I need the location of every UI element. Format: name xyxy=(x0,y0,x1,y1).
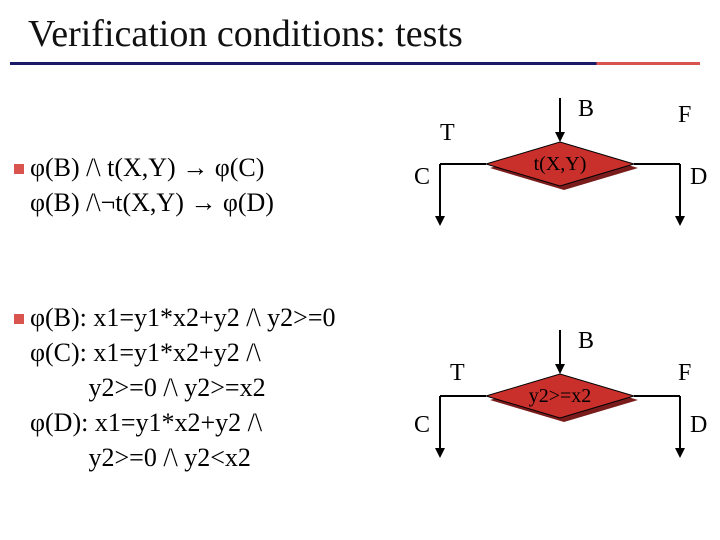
diamond-condition: y2>=x2 xyxy=(529,385,592,407)
bullet-icon xyxy=(14,314,24,324)
label-f: F xyxy=(678,360,691,387)
label-d: D xyxy=(690,164,707,191)
logic-defs-block: φ(B): x1=y1*x2+y2 /\ y2>=0 φ(C): x1=y1*x… xyxy=(30,300,336,475)
def-line-1: φ(B): x1=y1*x2+y2 /\ y2>=0 xyxy=(30,300,336,335)
def-line-2: φ(C): x1=y1*x2+y2 /\ xyxy=(30,335,336,370)
logic-rules-block: φ(B) /\ t(X,Y) → φ(C) φ(B) /\¬t(X,Y) → φ… xyxy=(30,150,274,220)
rule-line-2: φ(B) /\¬t(X,Y) → φ(D) xyxy=(30,185,274,220)
flowchart-diagram-2: y2>=x2 B T F C D xyxy=(400,330,700,470)
label-t: T xyxy=(440,120,455,147)
title-underline xyxy=(10,62,700,65)
flowchart-svg: t(X,Y) xyxy=(400,98,700,238)
label-c: C xyxy=(414,164,430,191)
page-title: Verification conditions: tests xyxy=(28,12,463,56)
def-line-3: y2>=0 /\ y2>=x2 xyxy=(30,370,336,405)
label-t: T xyxy=(450,360,465,387)
label-b: B xyxy=(578,328,594,355)
bullet-icon xyxy=(14,164,24,174)
flowchart-diagram-1: t(X,Y) B T F C D xyxy=(400,98,700,238)
label-f: F xyxy=(678,102,691,129)
rule-line-1: φ(B) /\ t(X,Y) → φ(C) xyxy=(30,150,274,185)
label-b: B xyxy=(578,96,594,123)
label-c: C xyxy=(414,412,430,439)
diamond-condition: t(X,Y) xyxy=(534,153,587,175)
label-d: D xyxy=(690,412,707,439)
def-line-4: φ(D): x1=y1*x2+y2 /\ xyxy=(30,405,336,440)
def-line-5: y2>=0 /\ y2<x2 xyxy=(30,440,336,475)
flowchart-svg: y2>=x2 xyxy=(400,330,700,470)
